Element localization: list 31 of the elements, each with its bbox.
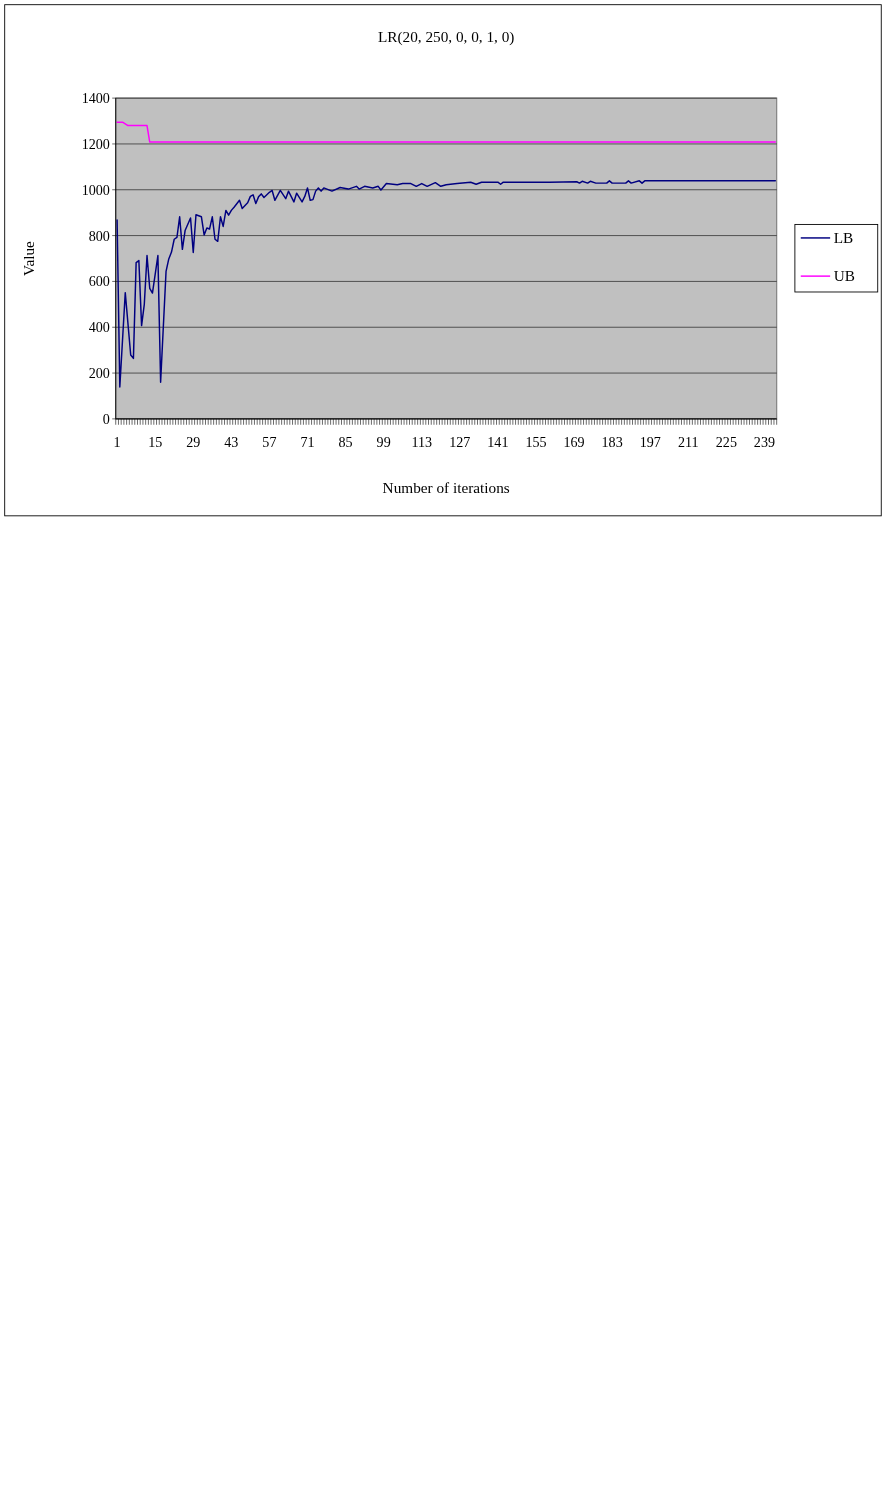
x-tick-label: 155	[525, 434, 547, 451]
x-tick-label: 239	[753, 434, 776, 451]
x-tick-label: 183	[601, 434, 623, 451]
x-tick-label: 113	[411, 434, 433, 451]
chart-title: LR(20, 250, 0, 0, 1, 0)	[377, 27, 515, 46]
x-tick-label: 197	[639, 434, 661, 451]
x-tick-label: 43	[224, 434, 239, 451]
x-tick-label: 85	[338, 434, 353, 451]
legend-label: LB	[833, 229, 854, 247]
y-tick-label: 400	[88, 319, 110, 336]
x-tick-label: 225	[715, 434, 737, 451]
y-axis-title: Value	[19, 240, 37, 276]
x-tick-label: 57	[262, 434, 277, 451]
y-tick-label: 800	[88, 227, 110, 244]
y-tick-label: 600	[88, 273, 110, 290]
x-tick-label: 1	[113, 434, 121, 451]
x-tick-label: 15	[148, 434, 163, 451]
x-tick-label: 169	[563, 434, 585, 451]
legend-label: UB	[833, 267, 855, 285]
x-tick-label: 99	[376, 434, 391, 451]
y-tick-label: 1000	[81, 181, 110, 198]
y-tick-label: 200	[88, 365, 110, 381]
x-tick-label: 29	[186, 434, 201, 451]
x-axis-title: Number of iterations	[382, 478, 510, 496]
x-tick-label: 71	[300, 434, 315, 451]
y-tick-label: 0	[102, 410, 110, 427]
x-tick-label: 211	[677, 434, 699, 451]
x-tick-label: 127	[449, 434, 471, 451]
y-tick-label: 1200	[81, 135, 110, 152]
y-tick-label: 1400	[81, 90, 110, 107]
x-tick-label: 141	[487, 434, 509, 451]
